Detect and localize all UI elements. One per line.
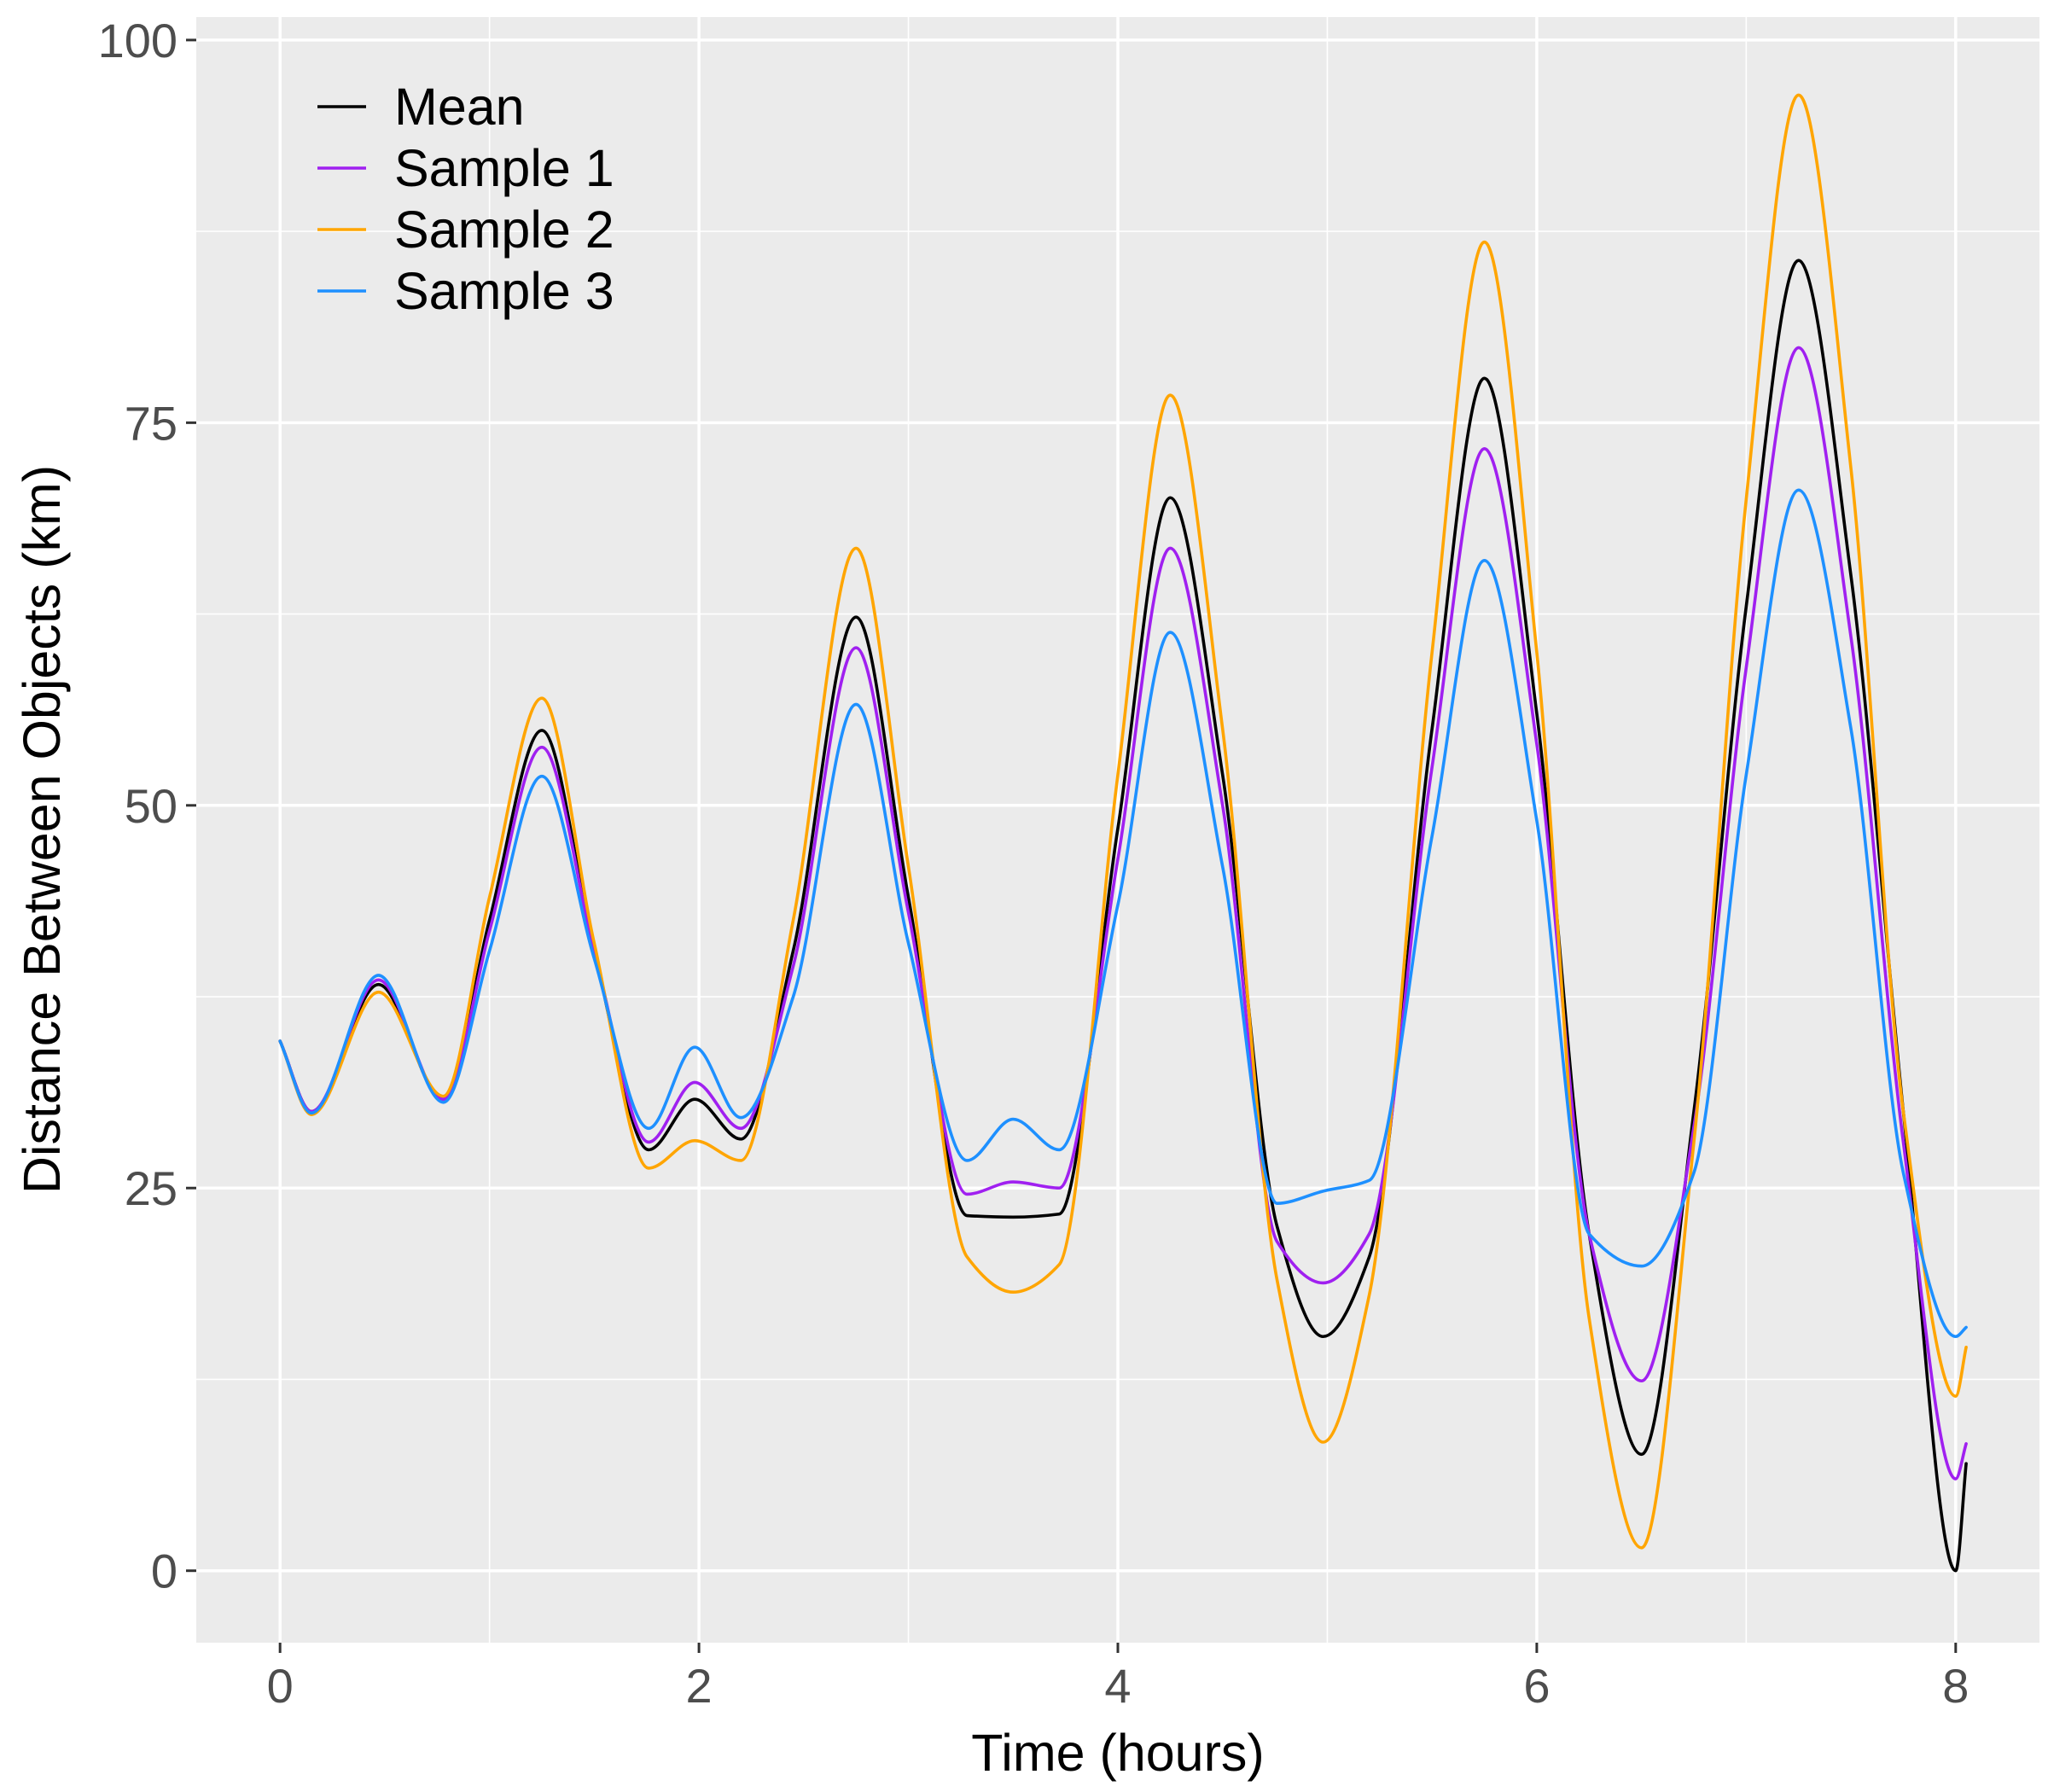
legend-label: Mean [394,78,525,136]
x-tick-label: 8 [1942,1659,1969,1713]
y-axis: 0 25 50 75 100 [98,14,196,1598]
series-line-sample-3 [278,488,1968,1339]
y-tick-label: 0 [151,1545,177,1598]
legend-label: Sample 1 [394,139,614,197]
x-axis-title: Time (hours) [971,1724,1264,1782]
legend-label: Sample 2 [394,201,614,259]
x-tick-label: 6 [1523,1659,1550,1713]
x-axis: 0 2 4 6 8 [267,1643,1969,1713]
x-tick-label: 0 [267,1659,294,1713]
y-tick-label: 100 [98,14,177,67]
y-axis-title: Distance Between Objects (km) [13,465,71,1194]
y-tick-label: 25 [125,1161,177,1215]
y-tick-label: 50 [125,779,177,833]
y-tick-label: 75 [125,396,177,450]
x-tick-label: 2 [686,1659,713,1713]
series-line-sample-2 [278,93,1968,1550]
legend-label: Sample 3 [394,262,614,320]
series-lines [278,93,1968,1573]
x-tick-label: 4 [1104,1659,1131,1713]
